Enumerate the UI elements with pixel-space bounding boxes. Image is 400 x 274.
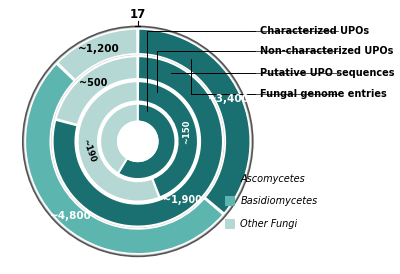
Text: 17: 17: [130, 8, 146, 21]
Circle shape: [52, 55, 224, 228]
Text: Other Fungi: Other Fungi: [240, 219, 298, 229]
Wedge shape: [78, 81, 159, 201]
Text: ~150: ~150: [182, 120, 192, 144]
FancyBboxPatch shape: [225, 174, 235, 184]
Text: Characterized UPOs: Characterized UPOs: [260, 26, 370, 36]
Wedge shape: [138, 29, 250, 213]
Circle shape: [76, 80, 199, 202]
Circle shape: [99, 103, 176, 180]
Wedge shape: [58, 29, 137, 80]
Text: ~500: ~500: [79, 78, 107, 88]
Text: Basidiomycetes: Basidiomycetes: [240, 196, 318, 206]
Circle shape: [118, 121, 158, 161]
FancyBboxPatch shape: [225, 196, 235, 206]
Text: ~4,800: ~4,800: [50, 210, 92, 221]
Wedge shape: [138, 81, 198, 197]
Text: Putative UPO sequences: Putative UPO sequences: [260, 68, 395, 78]
Text: ~1,200: ~1,200: [78, 44, 120, 54]
Wedge shape: [100, 104, 138, 173]
Text: ~190: ~190: [80, 138, 97, 164]
Text: Fungal genome entries: Fungal genome entries: [260, 89, 387, 99]
Text: ~1,900: ~1,900: [163, 195, 202, 205]
Wedge shape: [53, 56, 223, 226]
Text: ~3,400: ~3,400: [208, 94, 250, 104]
Wedge shape: [56, 56, 137, 125]
Circle shape: [23, 26, 253, 256]
FancyBboxPatch shape: [225, 219, 235, 229]
Wedge shape: [118, 104, 175, 179]
Wedge shape: [25, 64, 223, 254]
Text: Ascomycetes: Ascomycetes: [240, 174, 305, 184]
Text: Non-characterized UPOs: Non-characterized UPOs: [260, 46, 394, 56]
